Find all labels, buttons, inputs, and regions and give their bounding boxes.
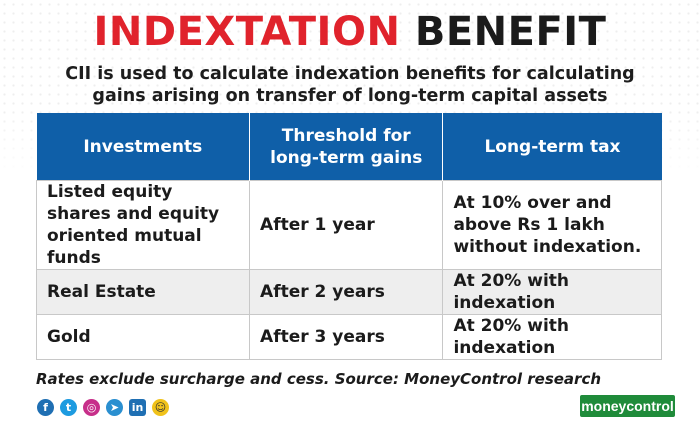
brand-logo: moneycontrol <box>580 395 675 417</box>
table-cell: At 20% with indexation <box>442 269 662 315</box>
page-title: INDEXTATION BENEFIT <box>0 6 700 58</box>
comparison-table: Investments Threshold for long-term gain… <box>35 113 662 360</box>
source-note: Rates exclude surcharge and cess. Source… <box>36 370 602 388</box>
linkedin-icon[interactable]: in <box>129 399 146 416</box>
table-row: Real Estate After 2 years At 20% with in… <box>35 269 662 315</box>
subtitle-line1: CII is used to calculate indexation bene… <box>65 64 635 84</box>
table-cell: After 3 years <box>249 314 444 360</box>
table-header-row: Investments Threshold for long-term gain… <box>36 113 662 181</box>
table-cell: Listed equity shares and equity oriented… <box>35 180 251 270</box>
facebook-icon[interactable]: f <box>37 399 54 416</box>
table-cell: At 20% with indexation <box>442 314 662 360</box>
header-investments: Investments <box>36 113 251 181</box>
table-cell: Real Estate <box>35 269 251 315</box>
header-threshold: Threshold for long-term gains <box>249 113 444 181</box>
snapchat-icon[interactable]: ☺ <box>152 399 169 416</box>
table-row: Gold After 3 years At 20% with indexatio… <box>35 314 662 360</box>
subtitle-line2: gains arising on transfer of long-term c… <box>92 86 608 106</box>
table-cell: At 10% over and above Rs 1 lakh without … <box>442 180 662 270</box>
title-part1: INDEXTATION <box>93 9 401 55</box>
instagram-icon[interactable]: ◎ <box>83 399 100 416</box>
telegram-icon[interactable]: ➤ <box>106 399 123 416</box>
table-cell: After 1 year <box>249 180 444 270</box>
title-part2: BENEFIT <box>414 9 607 55</box>
social-links: f t ◎ ➤ in ☺ <box>37 399 169 416</box>
table-cell: After 2 years <box>249 269 444 315</box>
twitter-icon[interactable]: t <box>60 399 77 416</box>
table-row: Listed equity shares and equity oriented… <box>35 180 662 270</box>
header-tax: Long-term tax <box>442 113 662 181</box>
table-cell: Gold <box>35 314 251 360</box>
subtitle: CII is used to calculate indexation bene… <box>0 63 700 107</box>
